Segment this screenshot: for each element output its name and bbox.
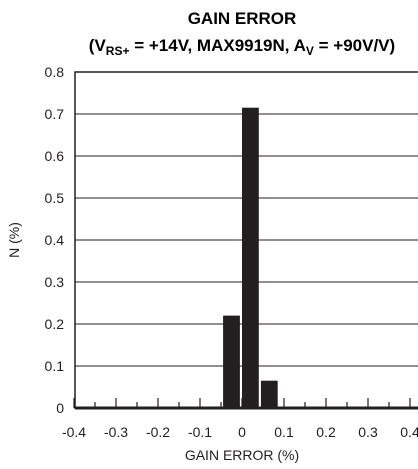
subtitle-open: (V <box>89 36 107 55</box>
x-tick-label: 0.4 <box>400 424 418 440</box>
bars <box>223 107 278 408</box>
subtitle-close: = +90V/V) <box>314 36 395 55</box>
y-axis-label: N (%) <box>6 222 22 258</box>
y-tick-label: 0.8 <box>45 64 65 80</box>
y-tick-label: 0.2 <box>45 316 65 332</box>
y-tick-label: 0.3 <box>45 274 65 290</box>
x-tick-label: -0.1 <box>188 424 212 440</box>
y-tick-label: 0.5 <box>45 190 65 206</box>
x-tick-label: 0 <box>238 424 246 440</box>
subtitle-sub-rs: RS+ <box>106 44 130 58</box>
x-tick-label: -0.2 <box>146 424 170 440</box>
x-tick-label: 0.1 <box>274 424 294 440</box>
chart-title: GAIN ERROR <box>188 9 297 28</box>
y-tick-label: 0.7 <box>45 106 65 122</box>
x-tick-label: -0.3 <box>104 424 128 440</box>
y-ticks: 0 0.1 0.2 0.3 0.4 0.5 0.6 0.7 0.8 <box>45 64 65 416</box>
x-tick-label: 0.3 <box>358 424 378 440</box>
x-axis-label: GAIN ERROR (%) <box>185 447 299 463</box>
bar <box>260 380 278 408</box>
y-tick-label: 0.1 <box>45 358 65 374</box>
subtitle-sub-v: V <box>306 44 314 58</box>
subtitle-mid: = +14V, MAX9919N, A <box>129 36 305 55</box>
x-ticks: -0.4 -0.3 -0.2 -0.1 0 0.1 0.2 0.3 0.4 <box>62 398 418 440</box>
x-tick-label: -0.4 <box>62 424 86 440</box>
y-tick-label: 0.4 <box>45 232 65 248</box>
x-tick-label: 0.2 <box>316 424 336 440</box>
y-tick-label: 0 <box>56 400 64 416</box>
chart-subtitle: (VRS+ = +14V, MAX9919N, AV = +90V/V) <box>89 36 395 58</box>
bar <box>242 107 259 408</box>
y-tick-label: 0.6 <box>45 148 65 164</box>
bar <box>223 315 240 408</box>
